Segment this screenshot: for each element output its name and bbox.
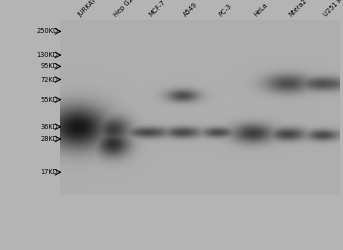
Text: 95KD: 95KD	[41, 63, 58, 69]
Text: Ntera2: Ntera2	[287, 0, 308, 18]
Text: U251 MG: U251 MG	[322, 0, 343, 18]
Text: 55KD: 55KD	[40, 96, 58, 102]
Text: HeLa: HeLa	[252, 2, 269, 18]
Text: 36KD: 36KD	[41, 124, 58, 130]
Text: A549: A549	[182, 2, 199, 18]
Text: Hep G2: Hep G2	[113, 0, 134, 18]
Text: 28KD: 28KD	[40, 136, 58, 142]
Text: MCF-7: MCF-7	[147, 0, 166, 18]
Text: 72KD: 72KD	[40, 76, 58, 82]
Text: 130KD: 130KD	[37, 52, 58, 58]
Text: 17KD: 17KD	[41, 169, 58, 175]
Text: JURKAT: JURKAT	[78, 0, 98, 18]
Text: 250KD: 250KD	[36, 28, 58, 34]
Text: PC-3: PC-3	[217, 3, 233, 18]
